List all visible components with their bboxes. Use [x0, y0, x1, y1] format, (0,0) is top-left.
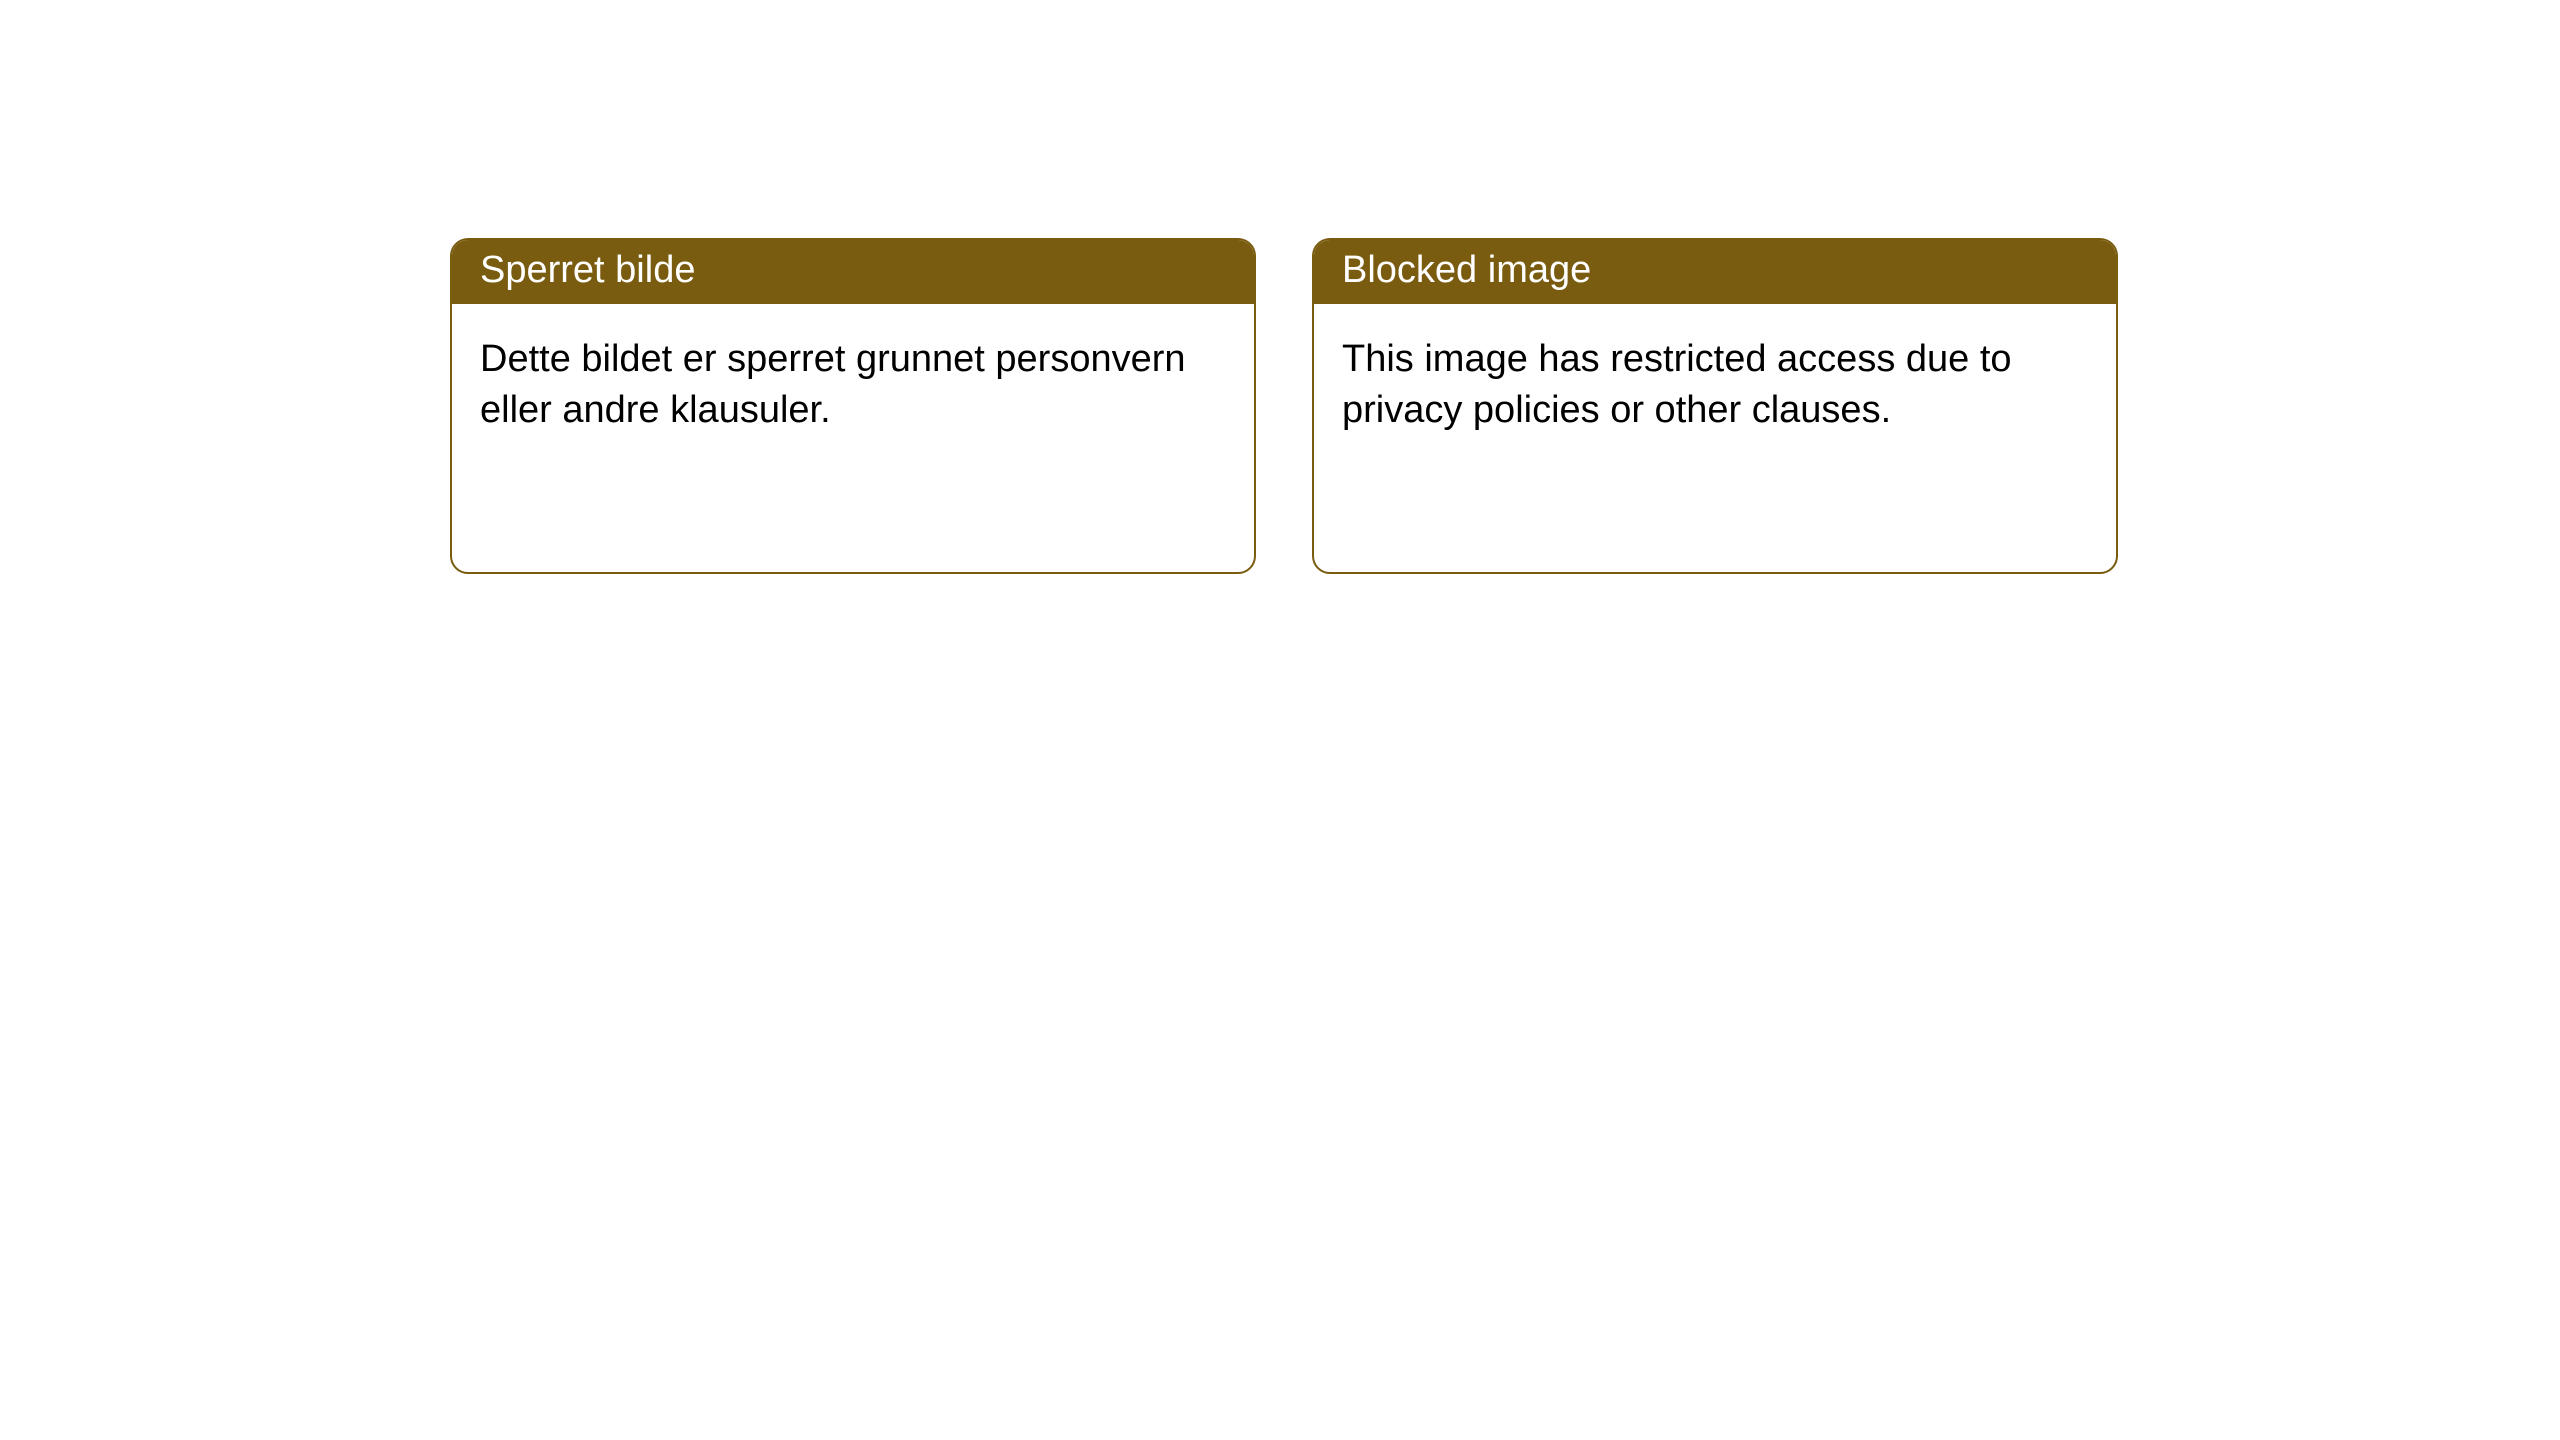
- notice-title: Blocked image: [1342, 249, 1591, 291]
- notice-container: Sperret bilde Dette bildet er sperret gr…: [0, 0, 2560, 574]
- notice-body: This image has restricted access due to …: [1314, 304, 2116, 467]
- notice-card-norwegian: Sperret bilde Dette bildet er sperret gr…: [450, 238, 1256, 574]
- notice-header: Sperret bilde: [452, 240, 1254, 304]
- notice-body: Dette bildet er sperret grunnet personve…: [452, 304, 1254, 467]
- notice-body-text: This image has restricted access due to …: [1342, 338, 2012, 431]
- notice-header: Blocked image: [1314, 240, 2116, 304]
- notice-card-english: Blocked image This image has restricted …: [1312, 238, 2118, 574]
- notice-title: Sperret bilde: [480, 249, 695, 291]
- notice-body-text: Dette bildet er sperret grunnet personve…: [480, 338, 1186, 431]
